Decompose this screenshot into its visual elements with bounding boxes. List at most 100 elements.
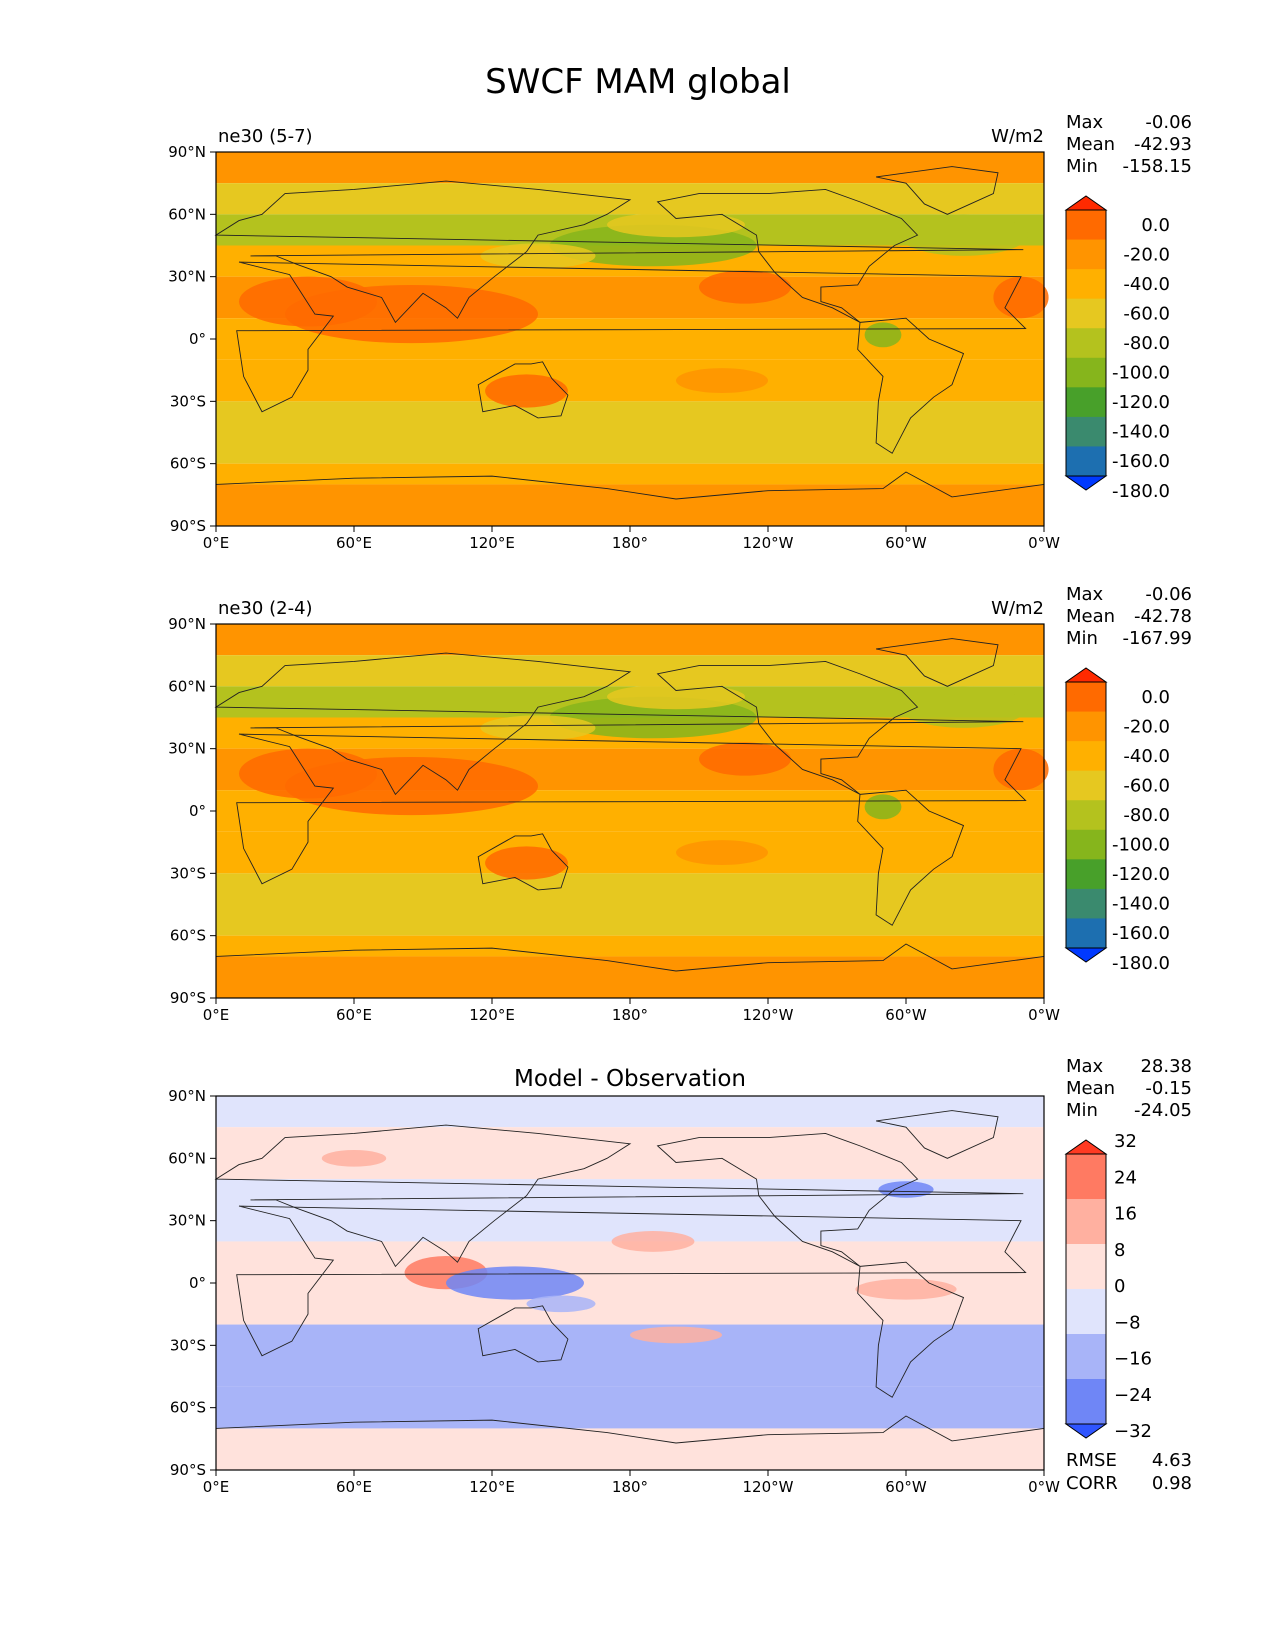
coastline: [656, 188, 919, 323]
stat-value: -0.06: [1145, 584, 1192, 605]
panel-units: W/m2: [991, 126, 1044, 147]
x-axis: 0°E 60°E 120°E 180° 120°W 60°W 0°W: [203, 1470, 1060, 1496]
field-feature: [239, 748, 377, 799]
x-tick-label: 180°: [612, 534, 648, 552]
panel-title: Model - Observation: [514, 1066, 746, 1092]
colorbar-extend-top: [1064, 1139, 1108, 1155]
colorbar-label: -20.0: [1123, 716, 1170, 737]
map-panel-3: 0°E 60°E 120°E 180° 120°W 60°W 0°W 90°N 60°N 30°N…: [168, 1056, 1192, 1496]
field-band: [216, 956, 1044, 998]
y-tick-label: 90°S: [170, 517, 206, 535]
coastline: [214, 1124, 1024, 1268]
colorbar-label: -100.0: [1112, 363, 1170, 384]
y-tick-label: 60°N: [168, 1149, 206, 1167]
colorbar-label: -140.0: [1112, 422, 1170, 443]
colorbar-segment: [1066, 416, 1106, 447]
colorbar-segment: [1066, 800, 1106, 831]
colorbar-label: -160.0: [1112, 451, 1170, 472]
field-band: [216, 831, 1044, 874]
coastline: [857, 317, 965, 454]
y-tick-label: 30°S: [170, 392, 206, 410]
colorbar-segment: [1066, 1334, 1106, 1380]
x-tick-label: 60°E: [336, 1478, 372, 1496]
x-tick-label: 120°W: [743, 1006, 794, 1024]
colorbar-label: 0: [1114, 1276, 1125, 1297]
stat-value: -167.99: [1123, 628, 1192, 649]
field-feature: [607, 684, 745, 710]
stat-value: 28.38: [1140, 1056, 1192, 1077]
panel-title: ne30 (5-7): [218, 126, 313, 147]
field-feature: [855, 1278, 957, 1300]
field-band: [216, 1324, 1044, 1387]
colorbar-label: 16: [1114, 1204, 1137, 1225]
colorbar-segment: [1066, 1379, 1106, 1425]
field-bands: [216, 624, 1044, 998]
coastline: [477, 833, 569, 891]
field-feature: [899, 214, 1028, 256]
x-tick-label: 120°W: [743, 1478, 794, 1496]
colorbar-extend-bottom: [1064, 1423, 1108, 1439]
colorbar-segment: [1066, 357, 1106, 388]
colorbar-label: -180.0: [1112, 953, 1170, 974]
y-tick-label: 60°S: [170, 927, 206, 945]
field-band: [216, 359, 1044, 402]
colorbar: 32 24 16 8 0 −8 −16 −24 −32: [1064, 1131, 1152, 1442]
y-tick-label: 30°N: [168, 1212, 206, 1230]
coastlines: [214, 1110, 1045, 1444]
x-tick-label: 0°W: [1028, 1006, 1060, 1024]
stat-label: Mean: [1066, 1078, 1115, 1099]
colorbar-segment: [1066, 1289, 1106, 1335]
colorbar-segment: [1066, 239, 1106, 270]
field-band: [216, 432, 1044, 464]
colorbar-segment: [1066, 918, 1106, 949]
x-tick-label: 0°W: [1028, 1478, 1060, 1496]
coastline: [236, 261, 1027, 413]
stat-label: Mean: [1066, 134, 1115, 155]
field-band: [216, 1428, 1044, 1470]
colorbar-extend-bottom: [1064, 475, 1108, 491]
colorbar-label: -80.0: [1123, 333, 1170, 354]
x-tick-label: 180°: [612, 1478, 648, 1496]
field-band: [216, 1386, 1044, 1429]
stat-value: -0.06: [1145, 112, 1192, 133]
coastline: [215, 471, 1045, 500]
colorbar-label: -100.0: [1112, 835, 1170, 856]
coastline: [857, 1261, 965, 1398]
x-tick-label: 120°E: [469, 534, 515, 552]
stat-label: Max: [1066, 1056, 1104, 1077]
field-feature: [480, 243, 596, 269]
field-feature: [699, 270, 791, 304]
x-tick-label: 60°E: [336, 1006, 372, 1024]
colorbar-extend-bottom: [1064, 947, 1108, 963]
map-panel-1: 0°E 60°E 120°E 180° 120°W 60°W 0°W 90°N 60°N 30°N…: [168, 112, 1192, 552]
field-features: [239, 212, 1049, 408]
colorbar-segment: [1066, 1154, 1106, 1200]
field-feature: [611, 1231, 695, 1252]
coastline: [876, 1110, 999, 1159]
coastline: [236, 1205, 1027, 1357]
field-feature: [993, 748, 1049, 791]
coastline: [214, 652, 1024, 796]
field-feature: [485, 846, 568, 880]
y-tick-label: 90°N: [168, 615, 206, 633]
x-tick-label: 0°E: [203, 534, 230, 552]
x-tick-label: 60°E: [336, 534, 372, 552]
colorbar-segment: [1066, 446, 1106, 477]
field-feature: [526, 1295, 596, 1313]
colorbar-segment: [1066, 859, 1106, 890]
colorbar-label: -80.0: [1123, 805, 1170, 826]
stat-label: Min: [1066, 156, 1098, 177]
y-tick-label: 60°S: [170, 1399, 206, 1417]
colorbar-segment: [1066, 269, 1106, 300]
field-feature: [607, 212, 745, 238]
x-tick-label: 120°E: [469, 1006, 515, 1024]
stat-label: Mean: [1066, 606, 1115, 627]
field-band: [216, 624, 1044, 656]
colorbar-label: −24: [1114, 1385, 1152, 1406]
stat-label: Min: [1066, 1100, 1098, 1121]
field-band: [216, 1096, 1044, 1128]
field-bands: [216, 1096, 1044, 1470]
y-tick-label: 90°N: [168, 143, 206, 161]
y-tick-label: 0°: [189, 1274, 206, 1292]
field-feature: [630, 1326, 722, 1344]
